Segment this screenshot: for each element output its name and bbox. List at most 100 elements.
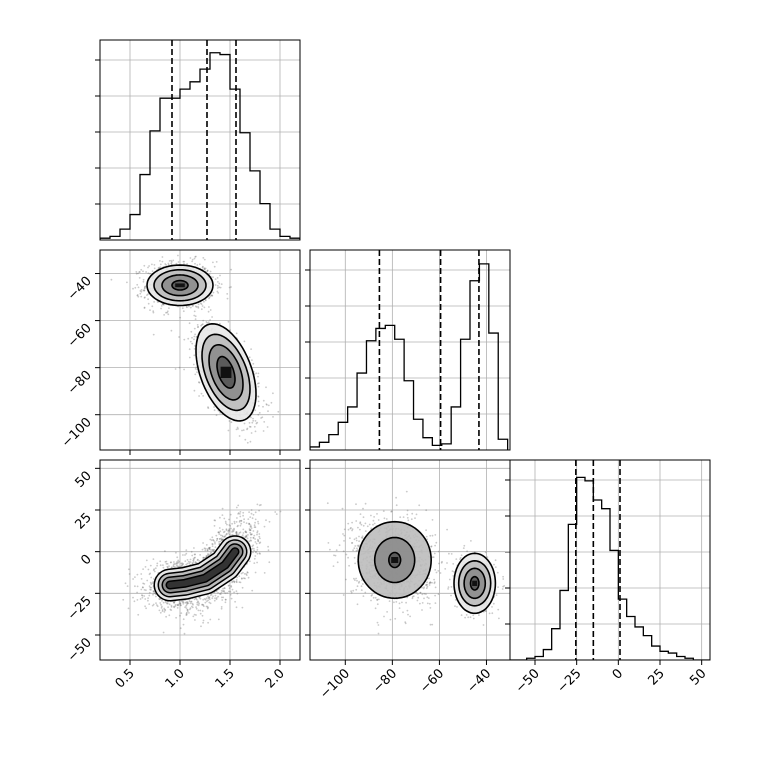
scatter-point	[143, 307, 146, 309]
scatter-point	[257, 385, 260, 388]
scatter-point	[222, 587, 224, 590]
scatter-point	[208, 546, 211, 549]
scatter-point	[251, 533, 253, 536]
scatter-point	[194, 256, 197, 258]
scatter-point	[194, 305, 197, 308]
scatter-point	[236, 533, 238, 536]
scatter-point	[360, 585, 363, 588]
scatter-point	[186, 306, 188, 309]
scatter-point	[162, 566, 165, 569]
scatter-point	[239, 513, 241, 515]
scatter-point	[240, 522, 243, 525]
scatter-point	[206, 269, 209, 272]
scatter-point	[360, 589, 363, 591]
scatter-point	[170, 604, 173, 607]
scatter-point	[360, 523, 363, 526]
scatter-point	[359, 513, 362, 515]
scatter-point	[220, 283, 223, 285]
scatter-point	[193, 354, 196, 357]
y-tick-label-p2-1: −25	[65, 594, 95, 624]
scatter-point	[226, 523, 228, 526]
scatter-point	[144, 296, 146, 299]
density-peak-1	[220, 366, 232, 378]
scatter-point	[162, 564, 164, 566]
scatter-point	[253, 562, 256, 564]
scatter-point	[194, 556, 196, 559]
scatter-point	[142, 270, 144, 273]
scatter-point	[252, 551, 254, 554]
scatter-point	[224, 535, 226, 538]
scatter-point	[209, 546, 212, 549]
scatter-point	[263, 572, 266, 574]
scatter-point	[166, 563, 169, 565]
scatter-point	[206, 607, 209, 610]
scatter-point	[261, 416, 264, 419]
scatter-point	[241, 577, 243, 580]
scatter-point	[217, 292, 220, 294]
scatter-point	[256, 531, 259, 534]
scatter-point	[180, 612, 183, 614]
scatter-point	[231, 533, 234, 536]
scatter-point	[228, 587, 231, 589]
scatter-point	[143, 289, 146, 291]
scatter-point	[147, 266, 149, 269]
scatter-point	[246, 427, 249, 430]
scatter-point	[263, 525, 266, 528]
scatter-point	[149, 564, 152, 567]
scatter-point	[230, 585, 233, 587]
scatter-point	[193, 557, 196, 559]
scatter-point	[198, 263, 201, 266]
scatter-point	[256, 503, 259, 506]
scatter-point	[266, 426, 269, 428]
scatter-point	[136, 283, 139, 286]
scatter-point	[203, 267, 206, 269]
scatter-point	[200, 303, 203, 306]
scatter-point	[140, 573, 143, 575]
scatter-point	[220, 591, 223, 594]
scatter-point	[197, 307, 200, 309]
scatter-point	[221, 599, 224, 601]
scatter-point	[155, 602, 157, 604]
scatter-point	[212, 549, 215, 552]
scatter-point	[409, 615, 411, 618]
scatter-point	[159, 602, 162, 604]
scatter-point	[237, 504, 240, 507]
scatter-point	[181, 307, 184, 310]
scatter-point	[362, 507, 364, 510]
scatter-point	[212, 539, 215, 541]
scatter-point	[205, 321, 208, 323]
scatter-point	[196, 601, 199, 604]
scatter-point	[217, 618, 220, 621]
scatter-point	[157, 266, 160, 269]
scatter-point	[159, 611, 162, 614]
scatter-point	[159, 266, 162, 268]
scatter-point	[216, 277, 219, 279]
scatter-point	[267, 404, 270, 407]
scatter-point	[139, 271, 141, 273]
scatter-point	[250, 533, 252, 536]
scatter-point	[198, 381, 201, 384]
scatter-point	[207, 553, 210, 556]
scatter-point	[161, 609, 164, 611]
scatter-point	[255, 550, 257, 553]
scatter-point	[152, 310, 155, 313]
scatter-point	[222, 590, 224, 593]
scatter-point	[208, 553, 211, 556]
scatter-point	[405, 490, 408, 493]
y-tick-label-p1-1: −80	[65, 368, 95, 398]
scatter-point	[258, 535, 261, 538]
scatter-point	[190, 330, 193, 333]
scatter-point	[219, 540, 222, 543]
scatter-point	[188, 305, 190, 308]
scatter-point	[170, 561, 173, 564]
scatter-point	[265, 519, 267, 522]
scatter-point	[245, 531, 247, 534]
scatter-point	[151, 305, 154, 308]
scatter-point	[172, 566, 175, 568]
scatter-point	[351, 528, 354, 530]
scatter-point	[147, 599, 149, 602]
scatter-point	[211, 549, 214, 551]
scatter-point	[136, 294, 139, 296]
scatter-point	[201, 603, 204, 606]
scatter-point	[201, 603, 203, 606]
